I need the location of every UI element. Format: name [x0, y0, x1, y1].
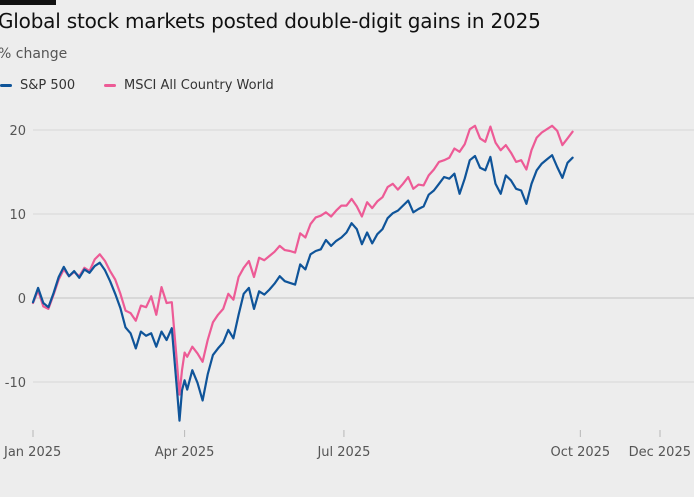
chart-title: Global stock markets posted double-digit… — [0, 9, 541, 33]
series-line-sp500 — [31, 154, 574, 422]
series-lines — [31, 124, 574, 422]
y-tick-labels: 20 10 0 -10 — [5, 124, 26, 391]
legend-label-msci: MSCI All Country World — [124, 78, 274, 93]
x-tick-label: Oct 2025 — [550, 445, 610, 460]
x-tick-label: Apr 2025 — [155, 445, 215, 460]
y-tick-label: 0 — [18, 292, 26, 307]
grid-lines — [33, 129, 694, 383]
x-tick-label: Jan 2025 — [3, 445, 61, 460]
y-tick-label: 20 — [9, 124, 26, 139]
series-line-msci — [31, 124, 574, 396]
y-tick-label: -10 — [5, 376, 26, 391]
legend-swatch-sp500 — [0, 84, 12, 87]
y-axis-label: % change — [0, 46, 68, 62]
x-ticks: Jan 2025 Apr 2025 Jul 2025 Oct 2025 Dec 2025 — [3, 430, 691, 460]
legend-item-msci: MSCI All Country World — [104, 78, 274, 93]
legend-swatch-msci — [104, 84, 116, 87]
brand-bar — [0, 0, 56, 5]
legend-label-sp500: S&P 500 — [20, 78, 76, 93]
legend-item-sp500: S&P 500 — [0, 78, 75, 93]
x-tick-label: Jul 2025 — [316, 445, 370, 460]
y-tick-label: 10 — [9, 208, 26, 223]
x-tick-label: Dec 2025 — [629, 445, 691, 460]
